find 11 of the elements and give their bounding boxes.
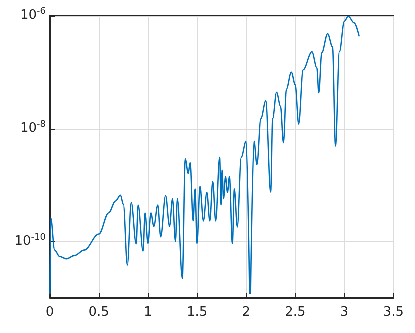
- x-tick-label: 0.5: [88, 305, 110, 320]
- x-tick-label: 1.5: [186, 305, 208, 320]
- x-tick-label: 2: [242, 305, 251, 320]
- y-tick-label: 10$^{-6}$: [20, 7, 46, 24]
- x-tick-label: 3: [340, 305, 349, 320]
- x-tick-label: 3.5: [383, 305, 404, 320]
- y-tick-label: 10$^{-10}$: [14, 232, 46, 250]
- x-tick-label: 2.5: [285, 305, 306, 320]
- x-tick-label: 1: [144, 305, 152, 320]
- y-tick-label: 10$^{-8}$: [20, 120, 46, 137]
- x-tick-label: 0: [46, 305, 54, 320]
